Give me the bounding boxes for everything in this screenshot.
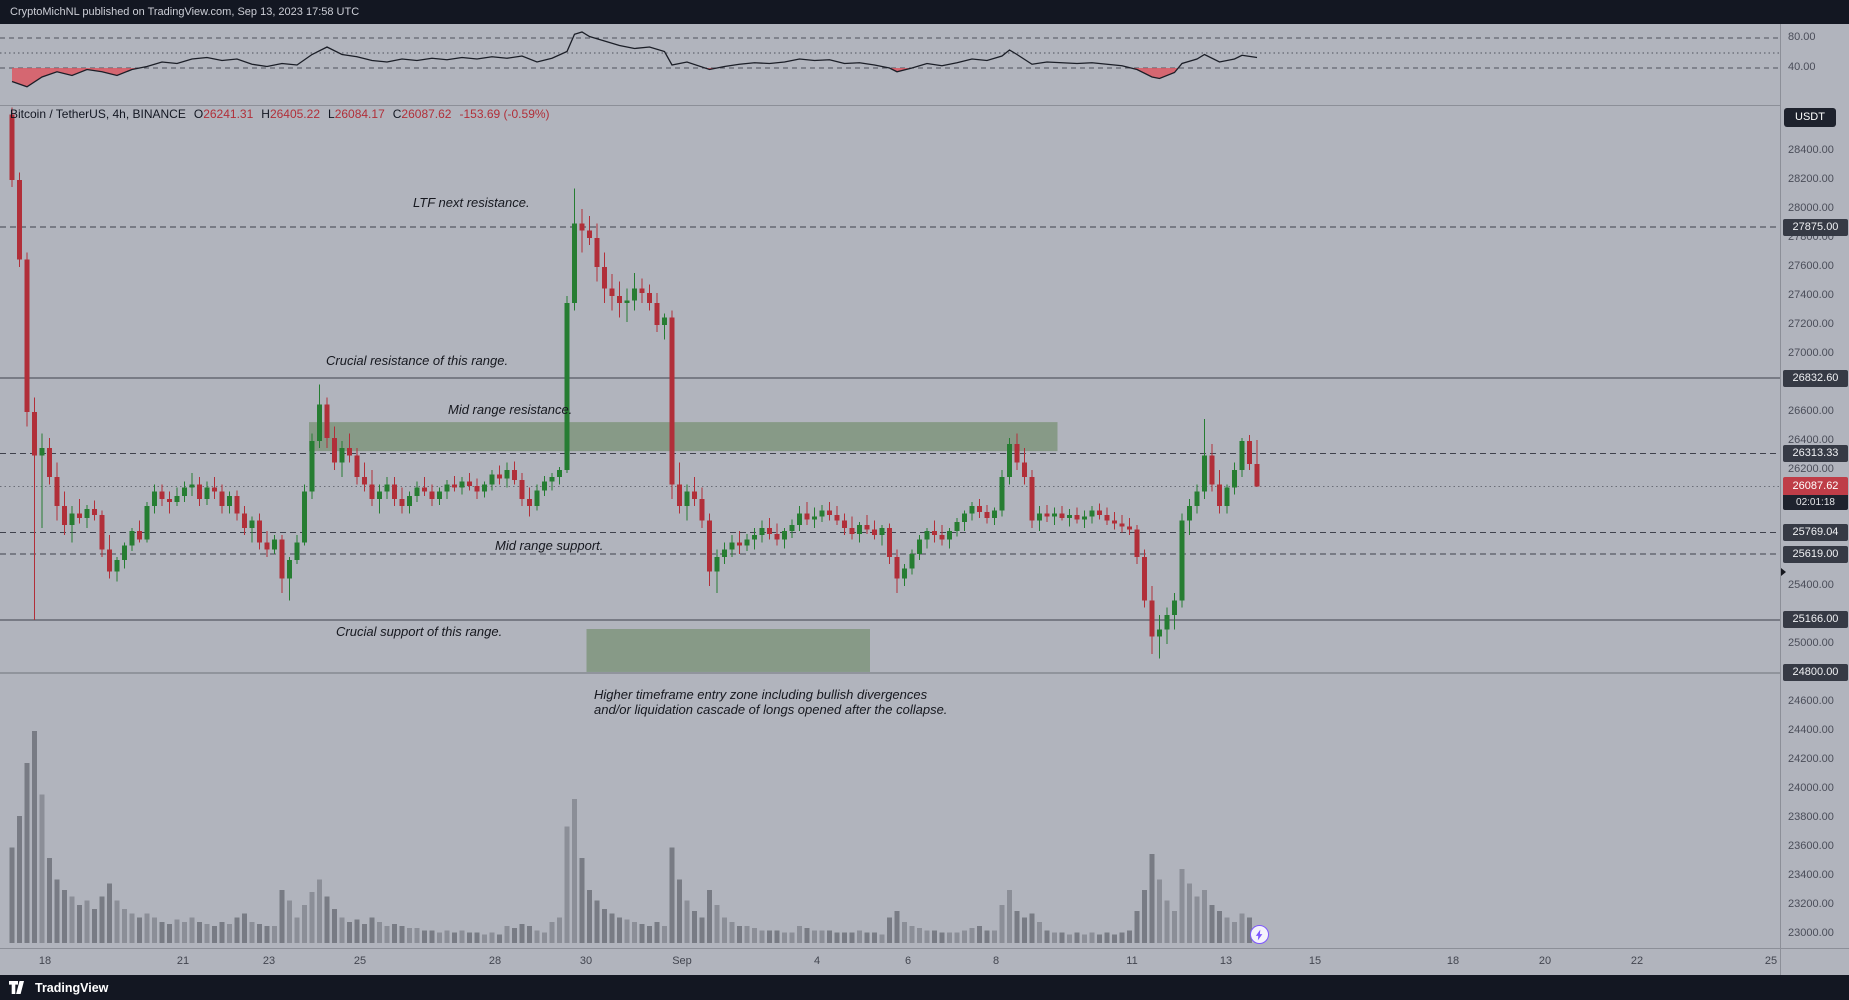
price-tick-label: 26600.00 xyxy=(1788,404,1834,417)
annotation-mid-support: Mid range support. xyxy=(495,538,604,553)
annotation-mid-resistance: Mid range resistance. xyxy=(448,402,573,417)
time-tick-label: 22 xyxy=(1630,955,1644,967)
rsi-line xyxy=(11,31,1258,88)
price-tick-label: 23000.00 xyxy=(1788,926,1834,939)
price-tick-label: 25400.00 xyxy=(1788,578,1834,591)
flash-idea-icon[interactable] xyxy=(1250,925,1269,944)
footer-bar: TradingView xyxy=(0,975,1849,1000)
price-tick-label: 23400.00 xyxy=(1788,868,1834,881)
ohlc-high: H26405.22 xyxy=(261,107,320,121)
time-tick-label: 15 xyxy=(1308,955,1322,967)
price-tick-label: 28200.00 xyxy=(1788,172,1834,185)
ohlc-close: C26087.62 xyxy=(392,107,452,121)
ohlc-open: O26241.31 xyxy=(193,107,254,121)
price-tick-label: 27400.00 xyxy=(1788,288,1834,301)
price-tick-label: 24200.00 xyxy=(1788,752,1834,765)
time-tick-label: 28 xyxy=(488,955,502,967)
ohlc-low: L26084.17 xyxy=(328,107,385,121)
time-tick-label: 25 xyxy=(1764,955,1778,967)
time-tick-label: 4 xyxy=(813,955,821,967)
tradingview-logo-icon[interactable] xyxy=(9,981,28,994)
publication-header: CryptoMichNL published on TradingView.co… xyxy=(0,0,1849,24)
highlight-zones xyxy=(309,422,1058,672)
price-tick-label: 23600.00 xyxy=(1788,839,1834,852)
price-axis[interactable]: 80.00 40.00 28400.00 28200.00 28000.00 27800.… xyxy=(1780,24,1849,975)
rsi-oversold-fill xyxy=(12,68,1257,87)
chart-container: Bitcoin / TetherUS, 4h, BINANCE O26241.3… xyxy=(0,24,1849,975)
bar-countdown-label: 02:01:18 xyxy=(1783,495,1848,511)
annotation-ltf-resistance: LTF next resistance. xyxy=(413,195,530,210)
price-tick-label: 26200.00 xyxy=(1788,462,1834,475)
time-tick-label: 20 xyxy=(1538,955,1552,967)
time-tick-label: 13 xyxy=(1219,955,1233,967)
price-tick-label: 24000.00 xyxy=(1788,781,1834,794)
time-tick-label: 18 xyxy=(38,955,52,967)
annotation-crucial-resistance: Crucial resistance of this range. xyxy=(326,353,509,368)
current-price-badge: 26087.62 02:01:18 xyxy=(1783,477,1848,511)
price-level-badge: 25166.00 xyxy=(1783,611,1848,629)
price-tick-label: 27600.00 xyxy=(1788,259,1834,272)
volume-series xyxy=(9,731,1260,943)
price-tick-label: 28400.00 xyxy=(1788,143,1834,156)
price-tick-label: 24400.00 xyxy=(1788,723,1834,736)
rsi-tick-label: 80.00 xyxy=(1788,31,1816,43)
price-tick-label: 23200.00 xyxy=(1788,897,1834,910)
price-tick-label: 26400.00 xyxy=(1788,433,1834,446)
time-tick-label: 30 xyxy=(579,955,593,967)
rsi-band-lines xyxy=(0,37,1780,69)
price-level-badge: 25619.00 xyxy=(1783,545,1848,563)
price-axis-arrow-icon xyxy=(1781,568,1786,576)
lightning-bolt-icon xyxy=(1255,929,1263,940)
price-level-badge: 24800.00 xyxy=(1783,664,1848,682)
time-tick-label: 21 xyxy=(176,955,190,967)
price-level-badge: 25769.04 xyxy=(1783,523,1848,541)
price-level-badge: 26313.33 xyxy=(1783,445,1848,463)
annotation-htf-line2: and/or liquidation cascade of longs open… xyxy=(594,702,948,717)
time-tick-label: 25 xyxy=(353,955,367,967)
annotation-htf-line1: Higher timeframe entry zone including bu… xyxy=(594,687,928,702)
symbol-title[interactable]: Bitcoin / TetherUS, 4h, BINANCE xyxy=(10,107,186,121)
price-tick-label: 27000.00 xyxy=(1788,346,1834,359)
time-tick-label: 6 xyxy=(904,955,912,967)
time-tick-label: 8 xyxy=(992,955,1000,967)
rsi-tick-label: 40.00 xyxy=(1788,61,1816,73)
current-price-label: 26087.62 xyxy=(1783,477,1848,496)
price-change: -153.69 (-0.59%) xyxy=(459,107,550,121)
tradingview-brand[interactable]: TradingView xyxy=(35,980,109,995)
time-tick-label: 11 xyxy=(1126,955,1138,967)
price-tick-label: 23800.00 xyxy=(1788,810,1834,823)
price-tick-label: 25000.00 xyxy=(1788,636,1834,649)
time-tick-label: Sep xyxy=(672,955,692,967)
annotation-crucial-support: Crucial support of this range. xyxy=(336,624,503,639)
currency-toggle-button[interactable]: USDT xyxy=(1784,108,1836,127)
time-axis[interactable]: 18 21 23 25 28 30 Sep 4 6 8 11 13 15 18 20 22 25 xyxy=(0,949,1780,975)
symbol-info-bar: Bitcoin / TetherUS, 4h, BINANCE O26241.3… xyxy=(10,107,550,121)
price-tick-label: 28000.00 xyxy=(1788,201,1834,214)
candlestick-series xyxy=(9,107,1260,659)
price-tick-label: 27200.00 xyxy=(1788,317,1834,330)
price-tick-label: 24600.00 xyxy=(1788,694,1834,707)
publication-text: CryptoMichNL published on TradingView.co… xyxy=(10,6,360,18)
price-level-badge: 27875.00 xyxy=(1783,218,1848,236)
pane-divider[interactable] xyxy=(0,105,1780,106)
time-axis-divider xyxy=(0,948,1849,949)
time-tick-label: 18 xyxy=(1446,955,1460,967)
price-pane[interactable] xyxy=(0,105,1780,948)
price-level-badge: 26832.60 xyxy=(1783,369,1848,387)
annotation-htf-entry-zone: Higher timeframe entry zone including bu… xyxy=(594,687,947,717)
rsi-indicator-pane[interactable] xyxy=(0,26,1780,105)
time-tick-label: 23 xyxy=(262,955,276,967)
